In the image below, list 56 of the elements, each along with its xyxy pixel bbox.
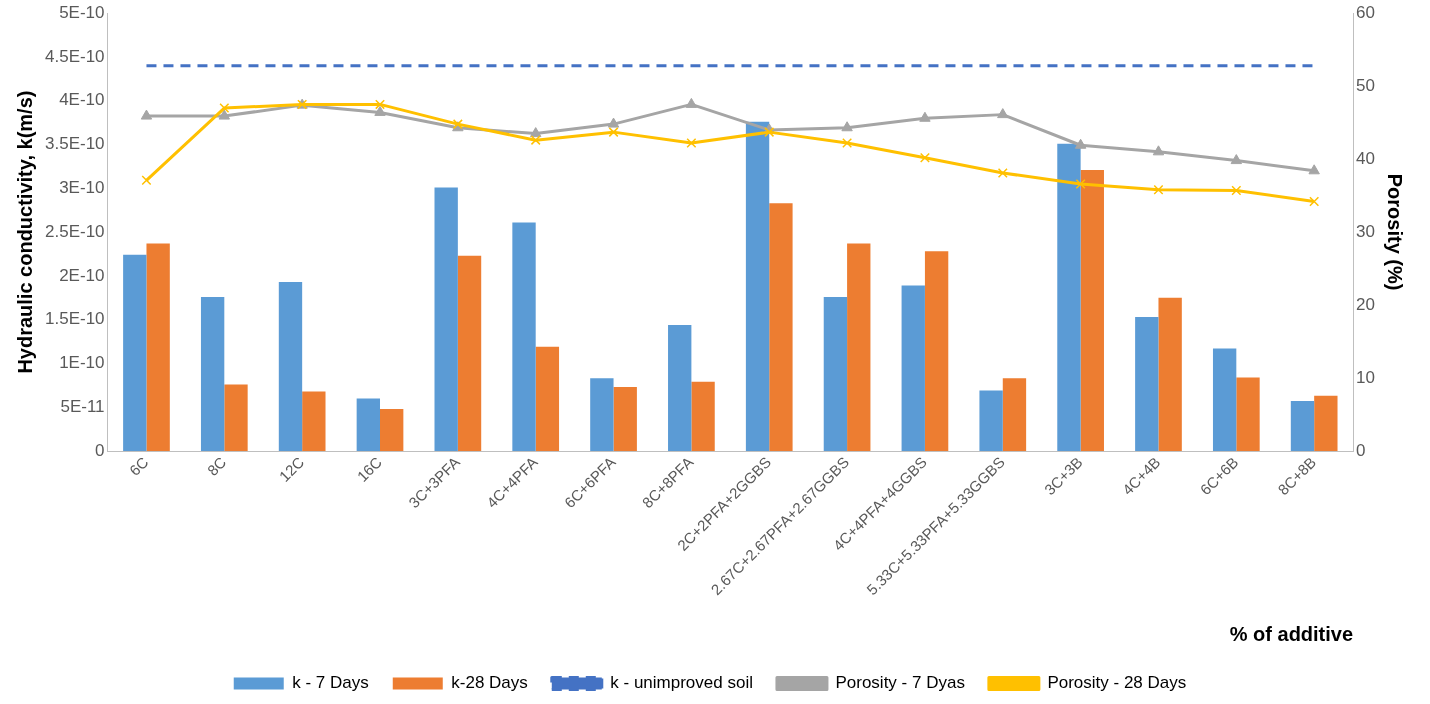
legend-label: k - 7 Days <box>292 673 369 693</box>
y2-tick-label: 50 <box>1356 75 1376 95</box>
y2-tick-label: 20 <box>1356 294 1376 314</box>
y2-tick-label: 10 <box>1356 367 1376 387</box>
x-tick-label: 12C <box>275 453 308 485</box>
y2-tick-label: 40 <box>1356 148 1376 168</box>
y-tick-label: 1E-10 <box>59 353 105 373</box>
y-tick-label: 2.5E-10 <box>44 221 105 241</box>
point <box>375 99 385 110</box>
y2-tick-label: 60 <box>1356 2 1376 22</box>
legend-label: k - unimproved soil <box>610 673 753 693</box>
legend-label: Porosity - 28 Days <box>1047 673 1187 693</box>
point <box>1152 145 1165 156</box>
y-axis-title: Hydraulic conductivity, k(m/s) <box>13 90 36 374</box>
legend-label: Porosity - 7 Dyas <box>835 673 965 693</box>
y2-axis-title: Porosity (%) <box>1384 173 1407 291</box>
point <box>685 97 698 108</box>
x-tick-label: 8C <box>203 453 230 479</box>
y-tick-label: 3.5E-10 <box>44 134 105 154</box>
point <box>919 152 930 163</box>
point <box>686 138 697 149</box>
point <box>842 138 853 149</box>
point <box>374 105 386 116</box>
point <box>1308 164 1320 175</box>
point <box>218 109 231 120</box>
point <box>997 108 1009 119</box>
y-tick-label: 5E-11 <box>60 396 105 416</box>
y-tick-label: 0 <box>95 440 105 460</box>
point <box>764 127 775 138</box>
y2-tick-label: 30 <box>1356 221 1376 241</box>
point <box>607 117 620 128</box>
legend-label: k-28 Days <box>451 673 528 693</box>
point <box>1153 184 1164 195</box>
y-tick-label: 5E-10 <box>59 2 105 22</box>
point <box>219 103 230 114</box>
point <box>608 127 619 138</box>
x-tick-label: 6C <box>125 453 152 479</box>
x-axis-title: % of additive <box>1229 622 1354 645</box>
point <box>997 168 1008 178</box>
x-tick-label: 16C <box>353 453 386 485</box>
point <box>530 135 541 146</box>
y-tick-label: 2E-10 <box>59 265 105 285</box>
y-tick-label: 1.5E-10 <box>44 309 105 329</box>
point <box>1231 185 1242 196</box>
y-tick-label: 4.5E-10 <box>44 46 105 66</box>
point <box>1074 138 1087 149</box>
point <box>141 175 152 186</box>
point <box>1230 154 1243 165</box>
point <box>841 121 853 132</box>
point <box>1309 196 1320 207</box>
point <box>140 109 153 120</box>
point <box>1075 178 1086 189</box>
y-tick-label: 4E-10 <box>59 90 105 110</box>
y-tick-label: 3E-10 <box>59 178 105 198</box>
point <box>919 111 931 122</box>
y2-tick-label: 0 <box>1356 440 1366 460</box>
